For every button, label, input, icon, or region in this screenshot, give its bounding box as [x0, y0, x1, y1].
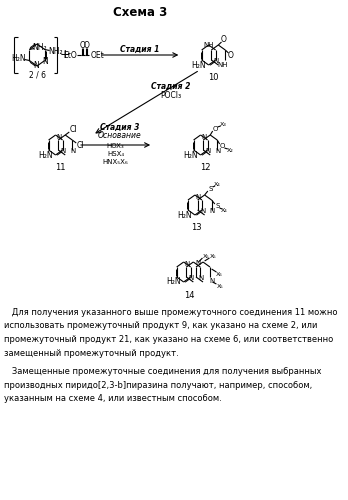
Text: N: N — [206, 148, 211, 154]
Text: S: S — [208, 186, 212, 192]
Text: N: N — [210, 208, 215, 214]
Text: Стадия 1: Стадия 1 — [120, 44, 160, 54]
Text: N: N — [56, 134, 62, 140]
Text: X₅: X₅ — [216, 284, 223, 288]
Text: X₄: X₄ — [221, 208, 228, 212]
Text: N: N — [195, 260, 200, 266]
Text: N: N — [70, 148, 76, 154]
Text: O: O — [219, 143, 225, 149]
Text: H₂N: H₂N — [191, 60, 205, 70]
Text: Основание: Основание — [98, 132, 142, 140]
Text: Схема 3: Схема 3 — [113, 6, 167, 18]
Text: +: + — [59, 48, 70, 62]
Text: N: N — [61, 148, 66, 154]
Text: указанным на схеме 4, или известным способом.: указанным на схеме 4, или известным спос… — [4, 394, 222, 403]
Text: Стадия 2: Стадия 2 — [151, 82, 190, 91]
Text: O: O — [212, 126, 218, 132]
Text: 2 / 6: 2 / 6 — [29, 70, 46, 80]
Text: N: N — [196, 194, 201, 200]
Text: производных пиридо[2,3-b]пиразина получают, например, способом,: производных пиридо[2,3-b]пиразина получа… — [4, 380, 312, 390]
Text: H₂N: H₂N — [11, 54, 26, 63]
Text: N: N — [201, 134, 207, 140]
Text: X₄: X₄ — [214, 182, 221, 188]
Text: N: N — [200, 208, 205, 214]
Text: N: N — [184, 261, 190, 267]
Text: X₆: X₆ — [216, 272, 223, 278]
Text: N: N — [33, 62, 39, 70]
Text: 12: 12 — [200, 162, 211, 172]
Text: EtO: EtO — [63, 50, 77, 59]
Text: N: N — [214, 58, 219, 64]
Text: O: O — [84, 40, 89, 50]
Text: 13: 13 — [191, 222, 202, 232]
Text: Для получения указанного выше промежуточного соединения 11 можно: Для получения указанного выше промежуточ… — [4, 308, 338, 317]
Text: N: N — [215, 148, 221, 154]
Text: HNX₅X₆: HNX₅X₆ — [103, 159, 128, 165]
Text: 14: 14 — [184, 292, 195, 300]
Text: H₂N: H₂N — [177, 210, 192, 220]
Text: NH: NH — [218, 62, 228, 68]
Text: X₂: X₂ — [227, 148, 234, 152]
Text: Стадия 3: Стадия 3 — [100, 122, 139, 132]
Text: промежуточный продукт 21, как указано на схеме 6, или соответственно: промежуточный продукт 21, как указано на… — [4, 335, 333, 344]
Text: HSX₄: HSX₄ — [107, 151, 124, 157]
Text: Cl: Cl — [77, 140, 84, 149]
Text: Cl: Cl — [70, 126, 77, 134]
Text: OEt: OEt — [91, 50, 105, 59]
Text: 10: 10 — [208, 72, 219, 82]
Text: O: O — [221, 36, 227, 44]
Text: N: N — [198, 275, 204, 281]
Text: NH₂: NH₂ — [48, 47, 63, 56]
Text: использовать промежуточный продукт 9, как указано на схеме 2, или: использовать промежуточный продукт 9, ка… — [4, 322, 317, 330]
Text: H₂N: H₂N — [166, 278, 181, 286]
Text: X₅: X₅ — [209, 254, 216, 258]
Text: HOX₃: HOX₃ — [107, 143, 124, 149]
Text: замещенный промежуточный продукт.: замещенный промежуточный продукт. — [4, 348, 179, 358]
Text: N: N — [43, 57, 48, 66]
Text: X₃: X₃ — [220, 122, 227, 128]
Text: 11: 11 — [55, 162, 66, 172]
Text: N: N — [189, 275, 194, 281]
Text: O: O — [80, 40, 86, 50]
Text: H₂N: H₂N — [38, 150, 53, 160]
Text: NH: NH — [204, 42, 214, 48]
Text: NH₂: NH₂ — [33, 43, 47, 52]
Text: H₂N: H₂N — [183, 150, 197, 160]
Text: S: S — [215, 203, 219, 209]
Text: X₅: X₅ — [203, 254, 209, 258]
Text: Замещенные промежуточные соединения для получения выбранных: Замещенные промежуточные соединения для … — [4, 367, 322, 376]
Text: O: O — [228, 50, 234, 59]
Text: POCl₃: POCl₃ — [160, 91, 181, 100]
Text: N: N — [209, 278, 214, 284]
